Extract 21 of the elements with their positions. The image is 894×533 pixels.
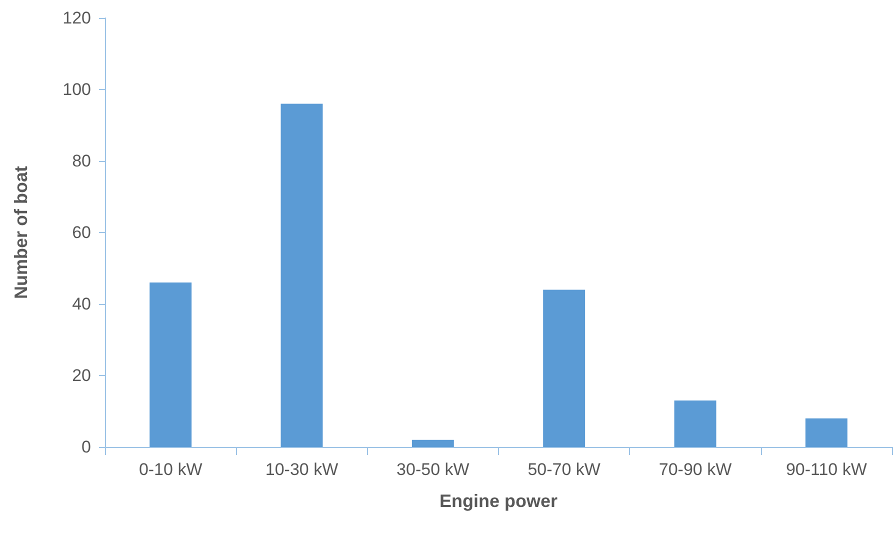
bar	[543, 290, 586, 447]
bar	[412, 440, 454, 447]
y-tick-label: 80	[72, 152, 91, 170]
y-tick-label: 60	[72, 223, 91, 242]
y-tick-label: 0	[82, 438, 91, 456]
x-tick-label: 50-70 kW	[528, 460, 600, 479]
y-tick-label: 40	[72, 294, 91, 314]
bar	[805, 418, 848, 447]
bar	[280, 104, 323, 447]
bar	[674, 400, 716, 447]
y-tick-label: 20	[72, 366, 91, 385]
x-tick-label: 30-50 kW	[396, 460, 470, 479]
y-tick-label: 100	[62, 80, 91, 99]
x-tick-label: 70-90 kW	[658, 460, 732, 479]
x-tick-label: 10-30 kW	[265, 460, 338, 479]
y-axis-title: Number of boat	[11, 166, 31, 299]
x-axis-title: Engine power	[439, 491, 558, 511]
bar	[150, 282, 192, 447]
x-tick-label: 0-10 kW	[138, 460, 202, 479]
x-tick-label: 90-110 kW	[786, 460, 867, 479]
y-tick-label: 120	[62, 8, 91, 28]
